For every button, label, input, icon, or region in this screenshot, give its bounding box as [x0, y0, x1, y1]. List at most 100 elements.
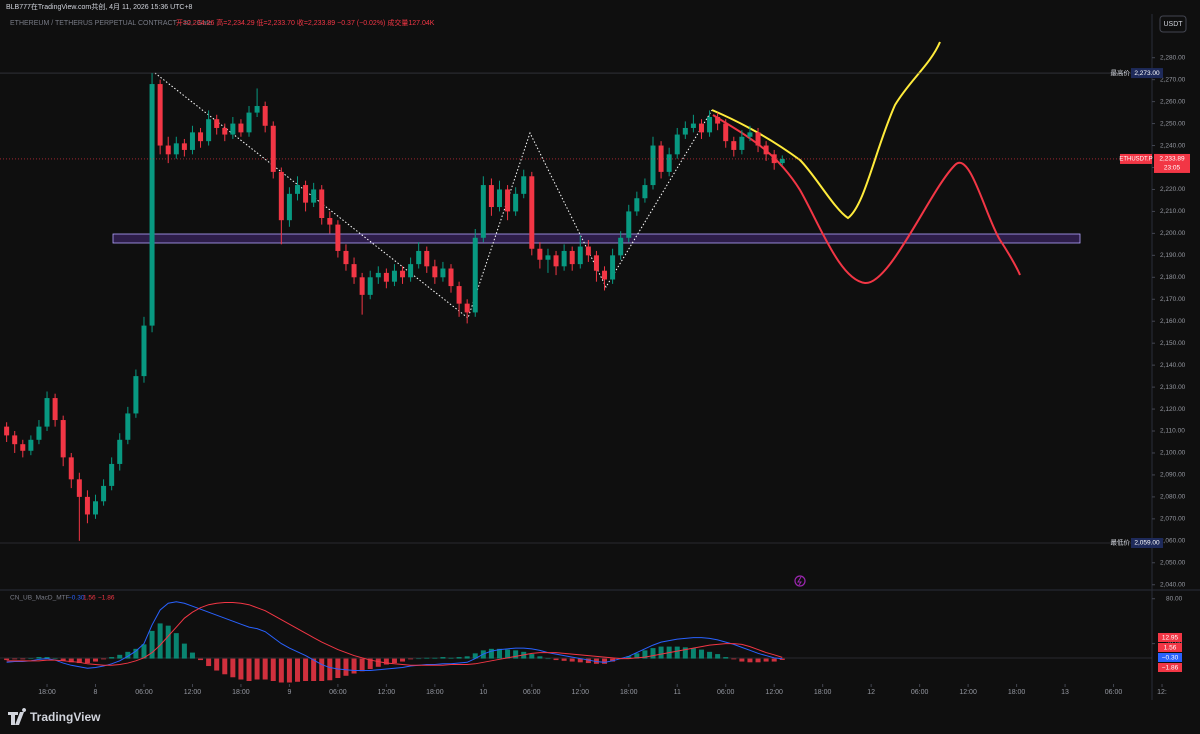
- histogram-bar: [375, 658, 381, 667]
- histogram-bar: [141, 644, 147, 659]
- candle-body: [189, 132, 195, 150]
- histogram-bar: [650, 648, 656, 659]
- candle-body: [618, 237, 624, 256]
- candle-body: [4, 426, 10, 436]
- candle-body: [149, 84, 155, 326]
- histogram-bar: [93, 658, 99, 662]
- x-tick-label: 11: [674, 689, 681, 696]
- candle-body: [553, 255, 559, 267]
- candle-body: [319, 189, 325, 219]
- histogram-bar: [448, 657, 454, 659]
- candle-body: [440, 268, 446, 278]
- histogram-bar: [391, 658, 397, 664]
- candle-body: [658, 145, 664, 172]
- candle-body: [496, 189, 502, 208]
- histogram-bar: [553, 658, 559, 661]
- x-tick-label: 06:00: [329, 689, 347, 696]
- histogram-bar: [222, 658, 228, 675]
- indicator-value: 1.56: [83, 595, 96, 602]
- x-tick-label: 06:00: [135, 689, 153, 696]
- x-tick-label: 12:00: [959, 689, 977, 696]
- histogram-bar: [779, 658, 785, 660]
- histogram-bar: [537, 656, 543, 659]
- macd-line: [6, 601, 783, 672]
- candle-body: [44, 398, 50, 427]
- y-tick-label: 2,250.00: [1160, 120, 1186, 127]
- y-tick-label: 2,090.00: [1160, 472, 1186, 479]
- histogram-bar: [505, 649, 511, 659]
- y-tick-label: 2,060.00: [1160, 538, 1186, 545]
- histogram-bar: [278, 658, 284, 683]
- y-tick-label: 2,160.00: [1160, 318, 1186, 325]
- y-tick-label: 2,170.00: [1160, 296, 1186, 303]
- candle-body: [222, 127, 228, 135]
- value-badge-label: 12.95: [1162, 635, 1179, 642]
- histogram-bar: [246, 658, 252, 682]
- histogram-bar: [408, 658, 414, 660]
- histogram-bar: [472, 653, 478, 659]
- candle-body: [375, 272, 381, 278]
- candle-body: [682, 127, 688, 135]
- candle-body: [181, 143, 187, 150]
- event-icon[interactable]: [794, 575, 806, 587]
- extreme-badge: [1131, 68, 1163, 79]
- x-tick-label: 12:: [1157, 689, 1167, 696]
- candle-body: [270, 125, 276, 172]
- histogram-bar: [294, 658, 300, 682]
- last-price-badge: [1120, 153, 1152, 164]
- candle-body: [335, 224, 341, 251]
- histogram-bar: [351, 658, 357, 674]
- candle-body: [779, 158, 785, 164]
- histogram-bar: [44, 657, 50, 659]
- histogram-bar: [238, 658, 244, 680]
- candle-body: [36, 426, 42, 440]
- candle-body: [513, 193, 519, 212]
- y-tick-label: 2,040.00: [1160, 581, 1186, 588]
- y-tick-label: 2,070.00: [1160, 516, 1186, 523]
- candle-body: [214, 119, 220, 128]
- brand-name: TradingView: [30, 710, 101, 724]
- candle-body: [593, 255, 599, 271]
- histogram-bar: [181, 643, 187, 659]
- value-badge-label: −0.30: [1162, 655, 1179, 662]
- value-badge: [1158, 653, 1182, 662]
- histogram-bar: [658, 646, 664, 659]
- x-tick-label: 12:00: [572, 689, 590, 696]
- currency[interactable]: USDT: [1163, 21, 1183, 28]
- x-tick-label: 12:00: [765, 689, 783, 696]
- histogram-bar: [432, 657, 438, 659]
- candle-body: [488, 185, 494, 208]
- candle-body: [109, 463, 115, 486]
- x-tick-label: 12:00: [378, 689, 396, 696]
- candle-body: [68, 457, 74, 480]
- histogram-bar: [690, 648, 696, 659]
- candle-body: [173, 143, 179, 155]
- candle-body: [561, 250, 567, 267]
- histogram-bar: [602, 658, 608, 664]
- y-tick-label: 2,130.00: [1160, 384, 1186, 391]
- attribution: BLB777在TradingView.com共创, 4月 11, 2026 15…: [6, 2, 193, 11]
- histogram-bar: [335, 658, 341, 679]
- candle-body: [84, 496, 90, 515]
- candle-body: [383, 272, 389, 282]
- candle-body: [610, 255, 616, 280]
- candle-body: [391, 270, 397, 282]
- histogram-bar: [286, 658, 292, 683]
- candle-body: [117, 439, 123, 464]
- candle-body: [246, 112, 252, 133]
- histogram-bar: [157, 623, 163, 659]
- x-tick-label: 18:00: [38, 689, 56, 696]
- last-price-value-badge: [1154, 153, 1190, 173]
- histogram-bar: [698, 649, 704, 659]
- histogram-bar: [270, 658, 276, 682]
- histogram-bar: [610, 658, 616, 662]
- candle-body: [464, 303, 470, 313]
- candle-body: [12, 435, 18, 445]
- candle-body: [254, 106, 260, 113]
- histogram-bar: [739, 658, 745, 662]
- candle-body: [569, 250, 575, 265]
- candle-body: [141, 325, 147, 377]
- histogram-bar: [12, 658, 18, 660]
- currency-button[interactable]: [1159, 15, 1187, 33]
- value-badge: [1158, 643, 1182, 652]
